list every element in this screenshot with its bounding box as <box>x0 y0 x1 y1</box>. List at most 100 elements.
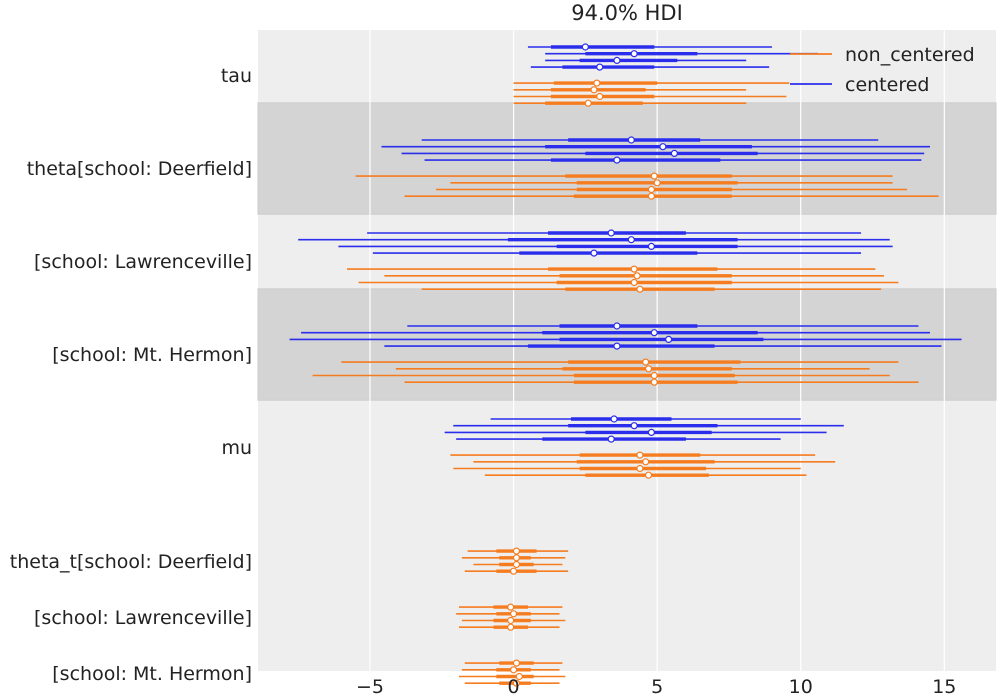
interval-non_centered <box>341 358 899 366</box>
median-point <box>507 616 515 625</box>
median-point <box>512 659 521 667</box>
interval-centered <box>424 156 922 164</box>
interval-non_centered <box>395 365 870 373</box>
median-point <box>512 547 521 555</box>
median-point <box>636 285 644 293</box>
median-point <box>630 50 638 58</box>
variable-labels: tau theta[school: Deerfield] [school: Lawr… <box>10 65 252 685</box>
interval-non_centered <box>358 278 899 287</box>
x-tick-label: 15 <box>932 676 956 698</box>
interval-non_centered <box>484 471 807 479</box>
interval-centered <box>490 415 801 423</box>
interval-non_centered <box>513 92 787 101</box>
median-point <box>650 329 658 337</box>
median-point <box>653 179 661 187</box>
median-point <box>509 567 518 575</box>
median-point <box>607 229 615 237</box>
median-point <box>647 185 656 194</box>
interval-non_centered <box>513 86 747 94</box>
median-point <box>590 86 598 94</box>
median-point <box>650 371 658 380</box>
interval-non_centered <box>436 185 907 194</box>
legend-label-centered: centered <box>845 74 929 96</box>
interval-centered <box>456 435 781 443</box>
median-point <box>630 278 638 287</box>
median-point <box>644 365 653 373</box>
median-point <box>593 79 601 87</box>
median-point <box>581 43 589 51</box>
interval-centered <box>527 43 773 51</box>
median-point <box>512 560 521 569</box>
variable-label: theta[school: Deerfield] <box>27 158 252 180</box>
median-point <box>507 623 515 631</box>
interval-centered <box>289 335 962 343</box>
interval-non_centered <box>459 603 563 611</box>
interval-centered <box>407 322 919 330</box>
median-point <box>659 143 667 151</box>
legend: non_centered centered <box>790 44 975 96</box>
median-point <box>636 464 644 473</box>
x-tick-label: −5 <box>356 676 384 698</box>
interval-non_centered <box>453 464 801 473</box>
interval-non_centered <box>450 451 816 459</box>
median-point <box>607 435 615 443</box>
median-point <box>650 378 658 386</box>
median-point <box>610 415 618 423</box>
median-point <box>613 342 621 350</box>
variable-label: [school: Mt. Hermon] <box>52 663 252 685</box>
interval-centered <box>530 63 770 71</box>
interval-centered <box>372 249 862 257</box>
median-point <box>613 156 621 164</box>
interval-non_centered <box>450 179 893 187</box>
interval-non_centered <box>347 265 876 273</box>
x-tick-label: 0 <box>508 676 520 698</box>
interval-centered <box>545 56 747 65</box>
interval-non_centered <box>461 554 566 562</box>
median-point <box>647 192 656 200</box>
interval-centered <box>384 342 942 350</box>
median-point <box>627 136 635 144</box>
median-point <box>650 172 658 180</box>
interval-centered <box>421 136 879 144</box>
variable-label: mu <box>221 437 252 459</box>
interval-non_centered <box>421 285 882 293</box>
interval-non_centered <box>464 679 560 687</box>
x-tick-label: 10 <box>789 676 813 698</box>
median-point <box>515 672 523 681</box>
median-point <box>665 335 673 343</box>
x-tick-labels: −5 0 5 10 15 <box>356 676 956 698</box>
interval-non_centered <box>459 672 566 681</box>
median-point <box>512 554 521 562</box>
interval-non_centered <box>312 371 890 380</box>
legend-label-non_centered: non_centered <box>845 44 975 66</box>
variable-label: [school: Lawrenceville] <box>34 251 252 273</box>
median-point <box>670 149 678 157</box>
median-point <box>584 99 592 107</box>
interval-non_centered <box>461 666 560 674</box>
median-point <box>633 272 641 280</box>
interval-non_centered <box>473 458 836 466</box>
interval-non_centered <box>461 616 566 625</box>
interval-non_centered <box>404 378 919 386</box>
x-tick-label: 5 <box>651 676 663 698</box>
median-point <box>647 242 656 250</box>
variable-label: [school: Lawrenceville] <box>34 607 252 629</box>
interval-centered <box>338 242 893 250</box>
interval-non_centered <box>473 560 563 569</box>
median-point <box>644 471 653 479</box>
median-point <box>507 603 515 611</box>
interval-non_centered <box>459 623 560 631</box>
median-point <box>647 428 656 436</box>
median-point <box>509 666 518 674</box>
hdi-intervals <box>289 43 962 687</box>
interval-centered <box>367 229 862 237</box>
median-point <box>613 56 621 65</box>
interval-non_centered <box>467 547 569 555</box>
interval-non_centered <box>384 272 885 280</box>
variable-label: [school: Mt. Hermon] <box>52 344 252 366</box>
median-point <box>642 358 650 366</box>
interval-centered <box>298 236 890 244</box>
interval-non_centered <box>513 79 790 87</box>
interval-centered <box>453 422 844 430</box>
